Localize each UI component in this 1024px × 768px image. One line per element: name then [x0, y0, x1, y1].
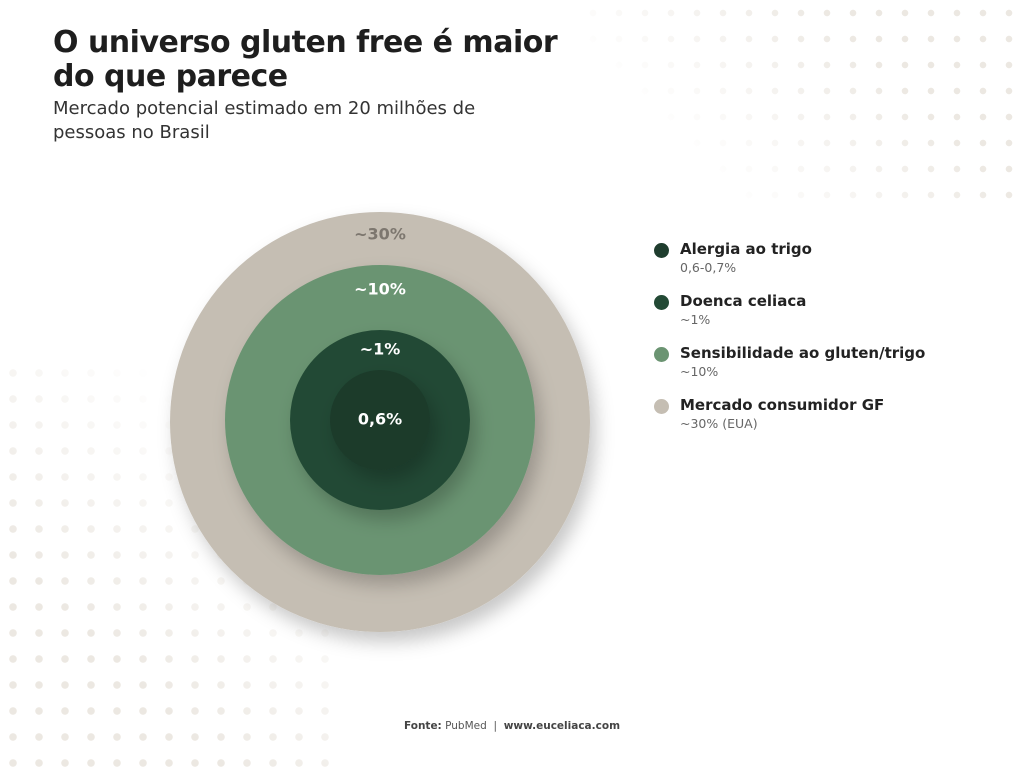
circle-label: ~30%: [354, 225, 406, 244]
circle-label: ~1%: [360, 340, 401, 359]
site: www.euceliaca.com: [503, 720, 621, 732]
legend-name: Mercado consumidor GF: [680, 396, 885, 414]
circle-inner: [330, 370, 430, 470]
legend-name: Doenca celiaca: [680, 292, 807, 310]
source: PubMed: [445, 720, 487, 732]
legend-name: Sensibilidade ao gluten/trigo: [680, 344, 926, 362]
circle-label: 0,6%: [358, 410, 402, 429]
legend-detail: ~10%: [680, 364, 719, 379]
footer: Fonte: PubMed | www.euceliaca.com: [0, 720, 1024, 732]
legend-name: Alergia ao trigo: [680, 240, 812, 258]
separator: |: [493, 720, 497, 732]
legend-detail: ~30% (EUA): [680, 416, 758, 431]
legend-detail: ~1%: [680, 312, 711, 327]
legend-detail: 0,6-0,7%: [680, 260, 737, 275]
legend-dot: [654, 243, 669, 258]
title: O universo gluten free é maior do que pa…: [53, 25, 558, 94]
legend-dot: [654, 347, 669, 362]
circle-label: ~10%: [354, 280, 406, 299]
source-label: Fonte:: [403, 720, 442, 732]
legend-dot: [654, 399, 669, 414]
subtitle: Mercado potencial estimado em 20 milhões…: [53, 98, 476, 143]
dot-pattern: [580, 0, 1024, 215]
legend-dot: [654, 295, 669, 310]
